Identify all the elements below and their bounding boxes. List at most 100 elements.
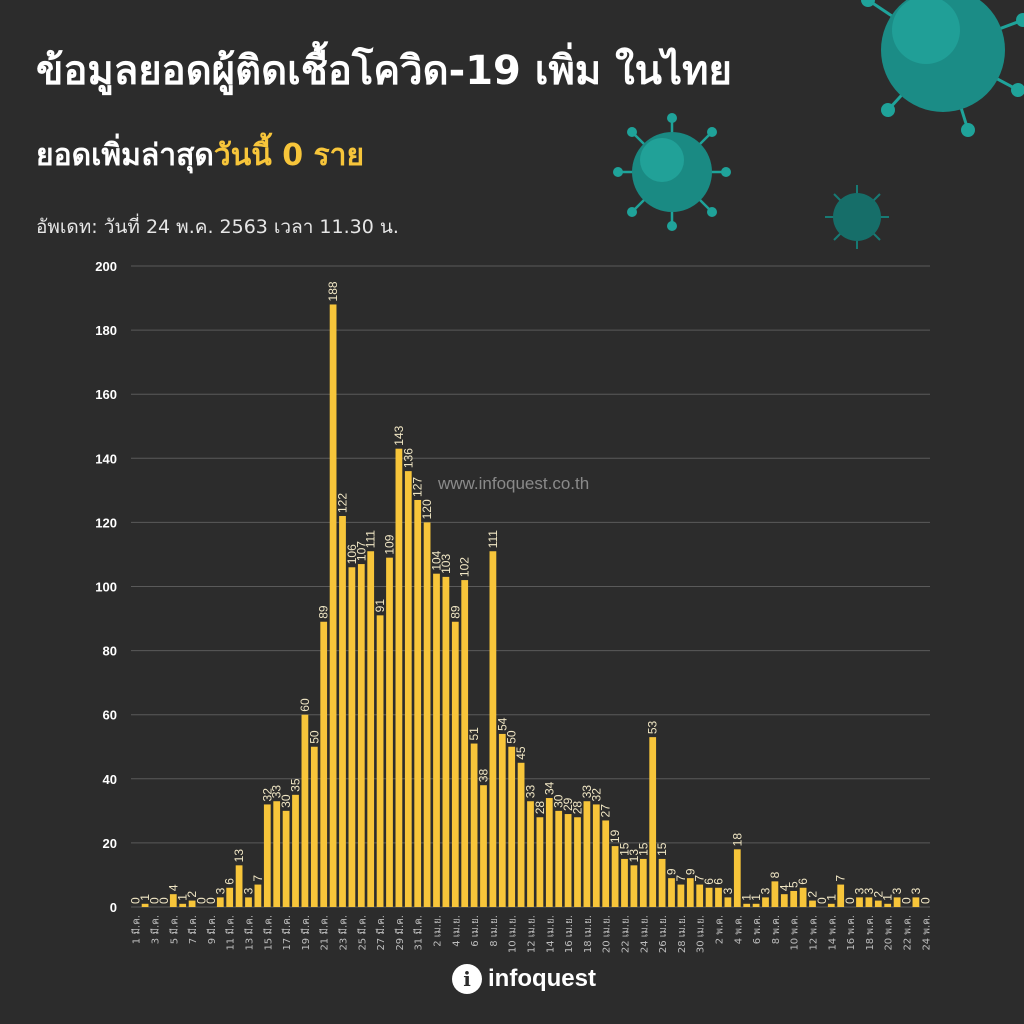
x-tick-label: 1 มี.ค. bbox=[131, 915, 143, 944]
virus-icon-small bbox=[825, 185, 889, 249]
x-tick-label: 29 มี.ค. bbox=[394, 915, 406, 951]
data-label: 18 bbox=[730, 833, 744, 847]
x-tick-label: 20 พ.ค. bbox=[884, 915, 895, 951]
bar bbox=[367, 551, 375, 907]
data-label: 3 bbox=[242, 887, 256, 894]
data-label: 5 bbox=[787, 881, 801, 888]
bar bbox=[809, 900, 816, 907]
data-label: 136 bbox=[401, 448, 415, 468]
data-label: 0 bbox=[157, 897, 171, 904]
x-tick-label: 16 เม.ย. bbox=[564, 915, 575, 953]
y-tick-label: 140 bbox=[95, 451, 117, 466]
data-label: 35 bbox=[289, 778, 303, 792]
latest-count-label: ยอดเพิ่มล่าสุด bbox=[36, 138, 214, 173]
x-tick-label: 10 เม.ย. bbox=[508, 915, 519, 953]
bar bbox=[339, 515, 346, 907]
bar bbox=[489, 551, 497, 907]
data-label: 1 bbox=[138, 894, 152, 901]
data-label: 89 bbox=[448, 605, 462, 619]
data-label: 6 bbox=[796, 878, 810, 885]
data-label: 30 bbox=[552, 794, 566, 808]
x-tick-label: 30 เม.ย. bbox=[696, 915, 707, 953]
bar bbox=[762, 897, 769, 907]
bar bbox=[498, 733, 506, 907]
bar bbox=[780, 894, 788, 907]
bar bbox=[442, 576, 450, 907]
x-tick-label: 3 มี.ค. bbox=[150, 915, 162, 944]
x-tick-label: 12 เม.ย. bbox=[527, 915, 538, 953]
data-label: 0 bbox=[195, 897, 209, 904]
x-tick-label: 18 พ.ค. bbox=[865, 915, 876, 951]
data-label: 51 bbox=[467, 727, 481, 741]
bar bbox=[555, 810, 563, 907]
bar bbox=[470, 743, 478, 907]
bar bbox=[799, 887, 807, 907]
data-label: 104 bbox=[430, 550, 444, 570]
x-tick-label: 22 พ.ค. bbox=[903, 915, 914, 951]
bar bbox=[583, 801, 591, 907]
x-tick-label: 14 เม.ย. bbox=[545, 915, 556, 953]
bar bbox=[461, 580, 469, 907]
data-label: 127 bbox=[411, 477, 425, 497]
data-label: 29 bbox=[561, 797, 575, 811]
bar bbox=[686, 878, 694, 907]
bar bbox=[320, 621, 328, 907]
bar bbox=[771, 881, 779, 907]
watermark-text: www.infoquest.co.th bbox=[438, 474, 590, 493]
bar bbox=[837, 884, 845, 907]
x-tick-label: 2 พ.ค. bbox=[715, 915, 726, 944]
x-tick-label: 20 เม.ย. bbox=[602, 915, 613, 953]
bar bbox=[508, 746, 516, 907]
bar bbox=[517, 762, 525, 907]
bar bbox=[893, 897, 901, 907]
bar bbox=[790, 890, 798, 907]
bar bbox=[273, 801, 281, 907]
x-tick-label: 16 พ.ค. bbox=[846, 915, 857, 951]
bar bbox=[235, 865, 243, 907]
bar bbox=[179, 903, 187, 907]
data-label: 122 bbox=[336, 493, 350, 513]
bar bbox=[433, 573, 440, 907]
data-label: 8 bbox=[768, 871, 782, 878]
x-tick-label: 25 มี.ค. bbox=[356, 915, 368, 951]
data-label: 38 bbox=[477, 769, 491, 783]
bar bbox=[216, 897, 224, 907]
data-label: 6 bbox=[223, 878, 237, 885]
bar bbox=[386, 557, 393, 907]
data-label: 0 bbox=[918, 897, 932, 904]
bar bbox=[874, 900, 882, 907]
data-label: 1 bbox=[881, 894, 895, 901]
x-tick-label: 14 พ.ค. bbox=[827, 915, 838, 951]
x-tick-label: 4 พ.ค. bbox=[733, 915, 744, 944]
bar bbox=[254, 884, 262, 907]
bar bbox=[574, 817, 581, 907]
update-timestamp: อัพเดท: วันที่ 24 พ.ค. 2563 เวลา 11.30 น… bbox=[36, 216, 399, 238]
data-label: 3 bbox=[862, 887, 876, 894]
bar bbox=[451, 621, 459, 907]
data-label: 3 bbox=[759, 887, 773, 894]
x-tick-label: 24 พ.ค. bbox=[921, 915, 932, 951]
data-label: 28 bbox=[571, 801, 585, 815]
bar bbox=[827, 903, 835, 907]
data-label: 1 bbox=[824, 894, 838, 901]
data-label: 0 bbox=[900, 897, 914, 904]
data-label: 9 bbox=[683, 868, 697, 875]
data-label: 30 bbox=[279, 794, 293, 808]
x-tick-label: 8 พ.ค. bbox=[771, 915, 782, 944]
bar bbox=[856, 897, 863, 907]
data-label: 0 bbox=[129, 897, 143, 904]
data-label: 50 bbox=[505, 730, 519, 744]
data-label: 107 bbox=[354, 541, 368, 561]
data-label: 3 bbox=[213, 887, 227, 894]
bar bbox=[639, 858, 647, 907]
y-tick-label: 180 bbox=[95, 323, 117, 338]
data-label: 15 bbox=[655, 842, 669, 856]
data-label: 7 bbox=[251, 875, 265, 882]
data-label: 13 bbox=[232, 849, 246, 863]
bar bbox=[884, 903, 892, 907]
y-tick-label: 80 bbox=[103, 644, 117, 659]
x-tick-label: 10 พ.ค. bbox=[790, 915, 801, 951]
data-label: 54 bbox=[495, 717, 509, 731]
x-tick-label: 21 มี.ค. bbox=[319, 915, 331, 951]
